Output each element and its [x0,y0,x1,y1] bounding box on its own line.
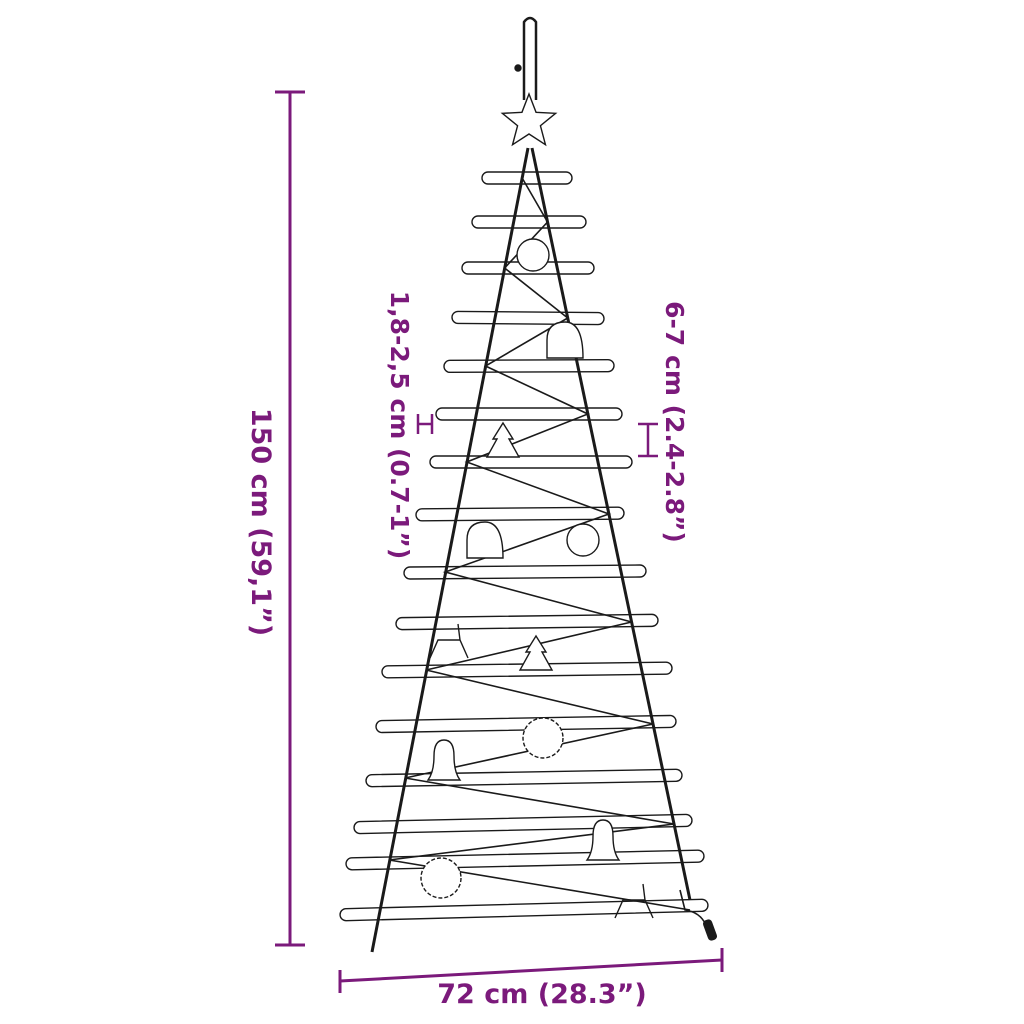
bauble-ornament [516,238,550,272]
rung [403,564,647,580]
rung [435,407,623,421]
power-plug [702,919,718,941]
light-wire [389,177,691,911]
rung [365,768,683,788]
snowflake-ornament [522,717,564,759]
santa-hat-ornament [466,521,504,559]
left-rail [370,147,530,953]
rung-diameter-marker [416,414,434,434]
hanger-loop [522,16,538,100]
bell-ornament [426,739,462,781]
reindeer-ornament [614,883,654,919]
reindeer-ornament [429,623,469,659]
tree-ornament [485,421,521,458]
rung [481,171,573,185]
width-label: 72 cm (28.3”) [437,979,647,1010]
rung [429,455,633,469]
rung [415,506,625,522]
right-rail [530,147,692,901]
height-dimension-line [275,90,305,947]
bell-ornament [585,819,621,861]
bauble-ornament [566,523,600,557]
rung-diameter-label: 1,8-2,5 cm (0.7-1”) [385,291,414,560]
hanger-knot [514,64,522,72]
rung [471,215,587,229]
rung [353,813,693,835]
rung [339,898,709,922]
rung [451,310,605,326]
santa-hat-ornament [546,321,584,359]
ladder-tree-drawing [339,16,718,953]
star-topper [500,92,558,147]
snowflake-ornament [420,857,462,899]
rung [443,358,615,374]
rung [395,613,659,631]
rung [345,849,705,871]
rung-spacing-marker [638,422,658,458]
tree-ornament [518,634,554,671]
height-label: 150 cm (59,1”) [245,408,276,636]
rung-spacing-label: 6-7 cm (2.4-2.8”) [660,301,689,543]
width-dimension-line [338,948,724,993]
